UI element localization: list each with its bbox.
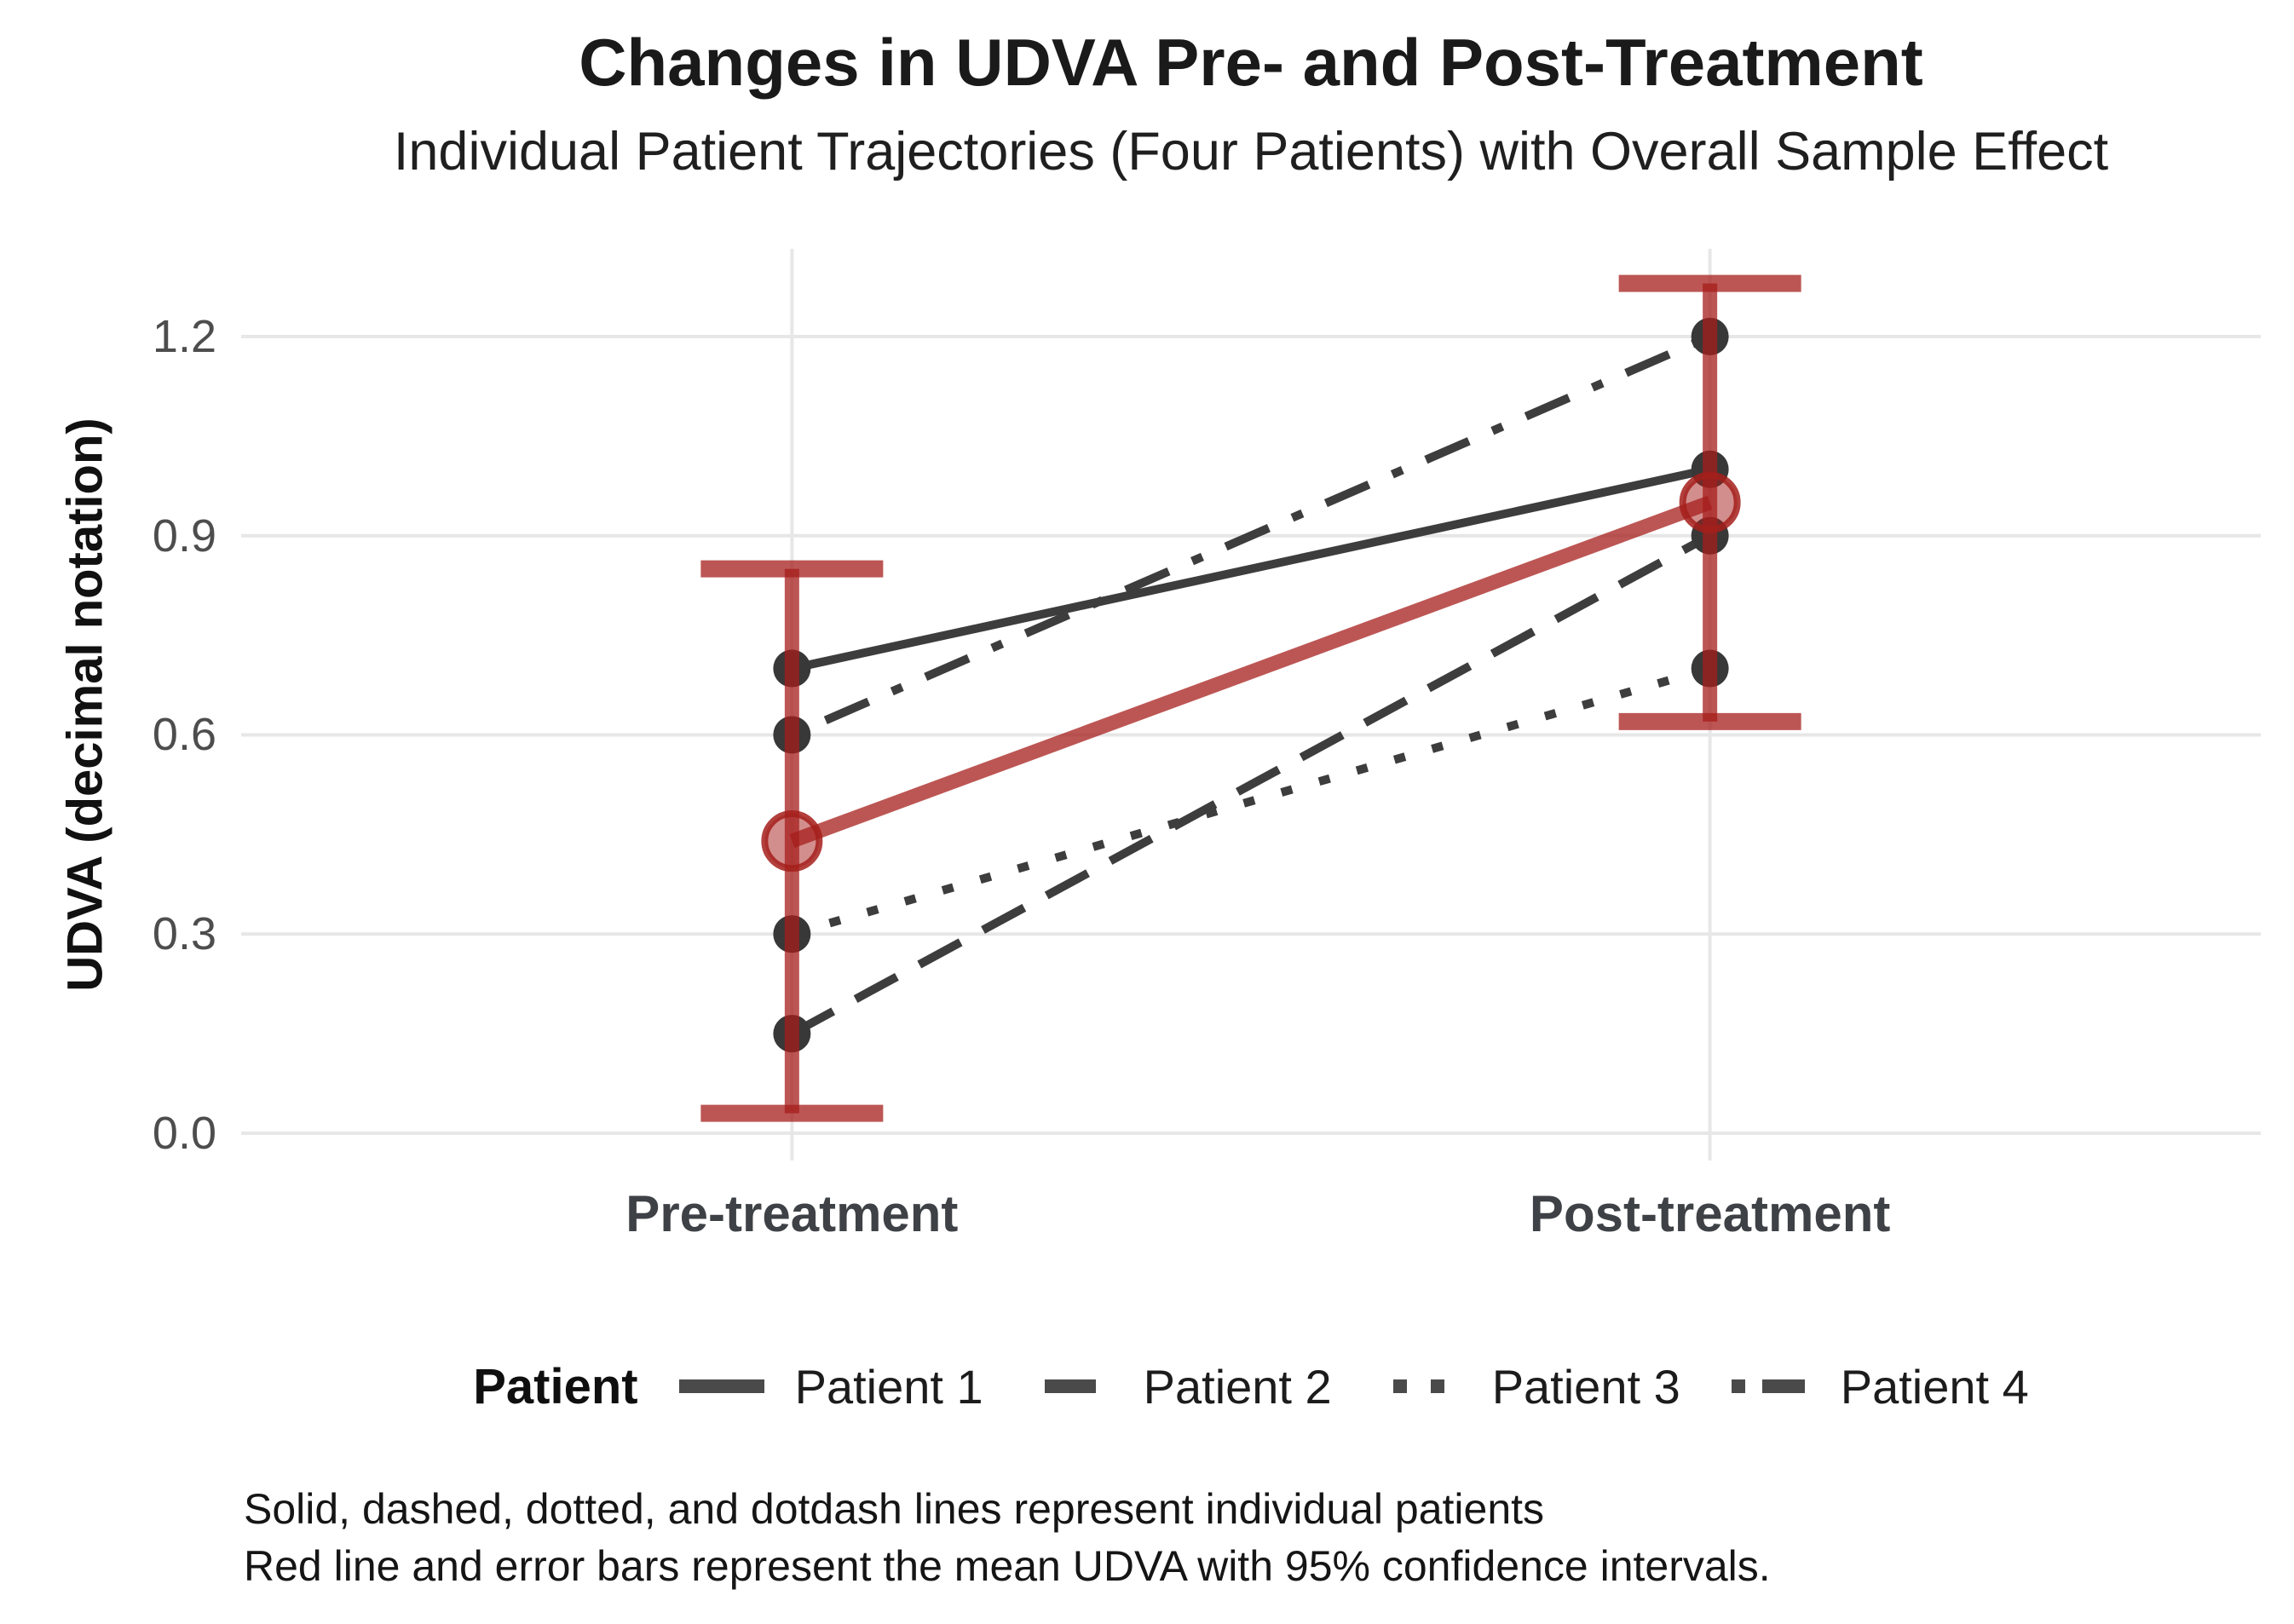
chart-subtitle: Individual Patient Trajectories (Four Pa… xyxy=(393,122,2109,181)
legend-item-label: Patient 4 xyxy=(1840,1359,2029,1414)
legend-item: Patient 2 xyxy=(1023,1359,1332,1414)
legend-key-dashed-icon xyxy=(1044,1379,1096,1393)
caption-line-2: Red line and error bars represent the me… xyxy=(244,1542,1771,1590)
patient-lines xyxy=(789,332,1713,1038)
legend-item: Patient 4 xyxy=(1720,1359,2029,1414)
mean-line xyxy=(789,495,1713,849)
legend-key-dotted-icon xyxy=(1392,1379,1444,1393)
trajectory-solid xyxy=(791,464,1711,673)
gridlines xyxy=(241,249,2261,1160)
chart-title: Changes in UDVA Pre- and Post-Treatment xyxy=(579,25,1923,100)
legend-item-label: Patient 3 xyxy=(1491,1359,1680,1414)
trajectory-dotdash xyxy=(790,332,1712,740)
legend: Patient Patient 1 Patient 2 Patient 3 Patie… xyxy=(241,1339,2261,1433)
caption: Solid, dashed, dotted, and dotdash lines… xyxy=(244,1481,1771,1595)
x-tick-label: Post-treatment xyxy=(1529,1185,1891,1242)
y-tick-label: 0.0 xyxy=(152,1108,216,1159)
legend-item-label: Patient 1 xyxy=(794,1359,983,1414)
y-tick-label: 0.3 xyxy=(152,908,216,960)
legend-item: Patient 3 xyxy=(1371,1359,1680,1414)
y-tick-label: 0.6 xyxy=(152,709,216,761)
trajectory-dashed xyxy=(789,532,1713,1038)
legend-item-label: Patient 2 xyxy=(1143,1359,1332,1414)
trajectory-dotted xyxy=(790,664,1712,939)
key-dot xyxy=(1731,1379,1745,1393)
y-tick-label: 0.9 xyxy=(152,510,216,561)
key-dot xyxy=(1430,1379,1444,1393)
key-dot xyxy=(1392,1379,1407,1393)
y-axis-title: UDVA (decimal notation) xyxy=(57,418,113,992)
legend-key-dotdash-icon xyxy=(1731,1379,1805,1393)
mean-point xyxy=(1679,471,1741,533)
patient-points xyxy=(773,317,1729,1053)
mean-trend-line xyxy=(789,495,1713,849)
legend-item: Patient 1 xyxy=(674,1359,983,1414)
x-tick-label: Pre-treatment xyxy=(625,1185,959,1242)
legend-title: Patient xyxy=(473,1358,638,1414)
y-tick-label: 1.2 xyxy=(152,310,216,362)
caption-line-1: Solid, dashed, dotted, and dotdash lines… xyxy=(244,1485,1545,1533)
legend-items: Patient 1 Patient 2 Patient 3 Patient 4 xyxy=(674,1359,2029,1414)
mean-point xyxy=(761,810,823,872)
legend-key-solid-icon xyxy=(678,1379,764,1393)
mean-points xyxy=(761,471,1741,872)
